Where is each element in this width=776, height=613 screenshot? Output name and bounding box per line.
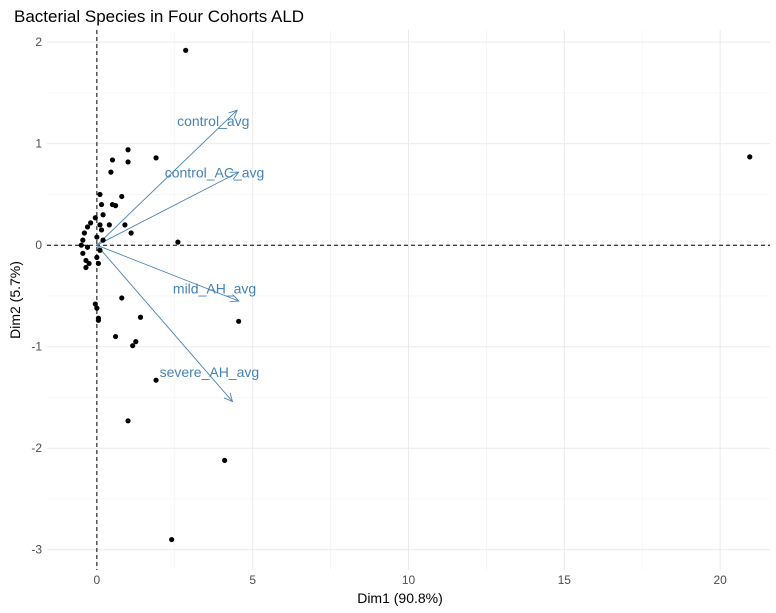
data-point bbox=[94, 254, 100, 260]
x-tick-label: 10 bbox=[402, 573, 416, 587]
data-point bbox=[94, 234, 100, 240]
data-point bbox=[130, 343, 136, 349]
x-tick-label: 5 bbox=[249, 573, 256, 587]
y-tick-label: -3 bbox=[31, 543, 42, 557]
data-point bbox=[86, 260, 92, 267]
data-point bbox=[97, 191, 103, 198]
x-axis-title: Dim1 (90.8%) bbox=[357, 590, 443, 606]
data-point bbox=[133, 339, 139, 345]
x-tick-label: 0 bbox=[94, 573, 101, 587]
data-point bbox=[109, 157, 116, 163]
vector-label: mild_AH_avg bbox=[173, 281, 256, 297]
data-point bbox=[100, 237, 106, 243]
data-point bbox=[83, 264, 89, 271]
data-point bbox=[97, 247, 103, 253]
y-tick-label: 2 bbox=[35, 35, 42, 49]
data-point bbox=[119, 295, 125, 301]
data-point bbox=[112, 333, 119, 340]
data-point bbox=[81, 230, 87, 236]
data-point bbox=[98, 201, 105, 208]
vector-line bbox=[96, 244, 233, 402]
data-point bbox=[95, 317, 102, 323]
data-point bbox=[106, 222, 112, 228]
data-point bbox=[108, 169, 114, 175]
data-point bbox=[137, 314, 144, 320]
data-point bbox=[88, 220, 94, 226]
data-point bbox=[153, 155, 159, 161]
vector-line bbox=[96, 171, 239, 246]
data-point bbox=[183, 47, 189, 53]
data-point bbox=[92, 215, 98, 221]
chart-title: Bacterial Species in Four Cohorts ALD bbox=[14, 7, 304, 26]
data-point bbox=[80, 237, 86, 243]
data-point bbox=[125, 418, 131, 424]
vector-label: severe_AH_avg bbox=[160, 364, 260, 380]
vector-arrowhead bbox=[223, 392, 234, 403]
data-point bbox=[78, 242, 84, 248]
vector-line bbox=[96, 109, 238, 246]
data-point bbox=[119, 193, 125, 200]
reference-lines bbox=[47, 30, 770, 570]
x-tick-label: 20 bbox=[713, 573, 727, 587]
data-point bbox=[222, 457, 228, 463]
data-point bbox=[236, 318, 242, 324]
data-point bbox=[128, 230, 134, 236]
vector-label: control_AC_avg bbox=[165, 165, 265, 181]
data-point bbox=[153, 377, 159, 383]
data-point bbox=[92, 301, 98, 307]
data-point bbox=[125, 159, 131, 165]
data-point bbox=[80, 250, 86, 256]
y-tick-label: 1 bbox=[35, 137, 42, 151]
vector-arrowhead bbox=[229, 171, 240, 180]
vector-arrowhead bbox=[229, 294, 240, 303]
grid bbox=[47, 30, 770, 570]
species-points bbox=[78, 47, 753, 543]
data-point bbox=[125, 147, 131, 153]
data-point bbox=[94, 305, 100, 311]
y-axis-title: Dim2 (5.7%) bbox=[7, 261, 23, 339]
data-point bbox=[122, 222, 128, 228]
data-point bbox=[112, 203, 119, 209]
data-point bbox=[84, 244, 91, 250]
data-point bbox=[98, 227, 105, 233]
y-tick-label: -1 bbox=[31, 340, 42, 354]
data-point bbox=[95, 260, 102, 267]
variable-vectors: control_avg control_AC_avg mild_AH_avgseve… bbox=[96, 109, 265, 403]
data-point bbox=[169, 536, 175, 543]
y-tick-label: -2 bbox=[31, 441, 42, 455]
vector-arrowhead bbox=[228, 109, 238, 119]
y-tick-label: 0 bbox=[35, 238, 42, 252]
data-point bbox=[100, 212, 106, 218]
data-point bbox=[97, 222, 103, 228]
data-point bbox=[84, 224, 91, 230]
x-tick-label: 15 bbox=[558, 573, 572, 587]
vector-line bbox=[96, 244, 239, 302]
data-point bbox=[175, 239, 181, 245]
tick-labels: 0 5 10 15 20 -3 -2 -1 0 1 2 bbox=[31, 35, 727, 587]
data-point bbox=[747, 154, 753, 160]
vector-label: control_avg bbox=[177, 113, 249, 129]
